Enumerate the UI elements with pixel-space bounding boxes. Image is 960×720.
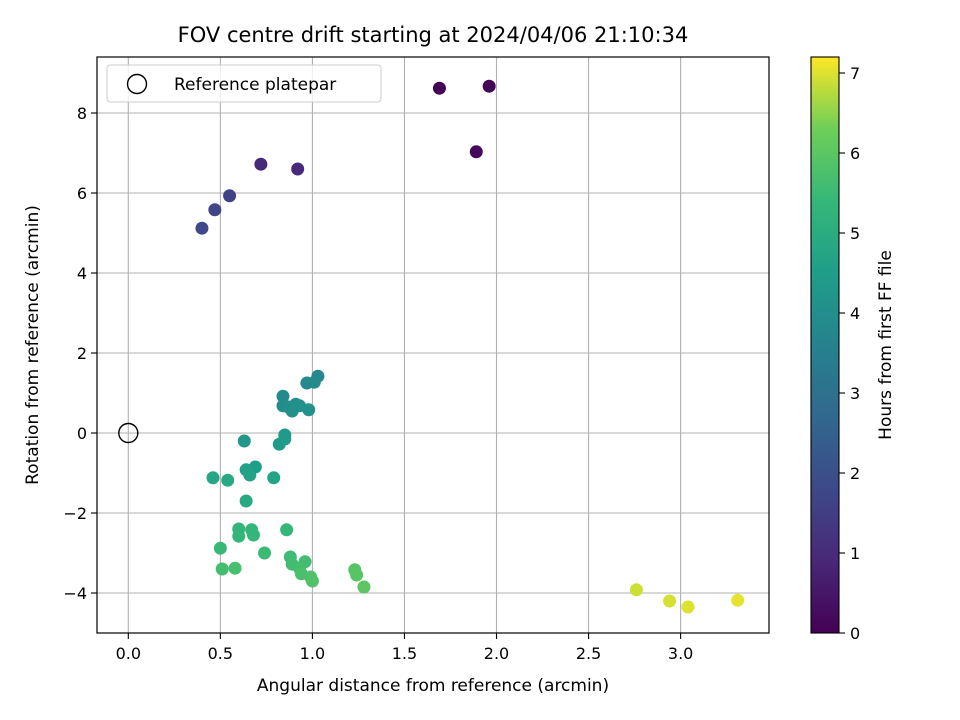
colorbar-label: Hours from first FF file: [876, 250, 896, 440]
scatter-point: [213, 541, 227, 555]
scatter-point: [272, 437, 286, 451]
scatter-point: [307, 375, 321, 389]
y-tick-label: 0: [77, 424, 87, 443]
x-tick-label: 2.0: [484, 644, 509, 663]
scatter-point: [221, 473, 235, 487]
x-tick-label: 3.0: [668, 644, 693, 663]
scatter-point: [291, 162, 305, 176]
plot-frame: [96, 56, 770, 634]
grid-lines: [97, 57, 769, 633]
scatter-point: [731, 593, 745, 607]
scatter-point: [663, 594, 677, 608]
scatter-point: [469, 145, 483, 159]
scatter-point: [280, 523, 294, 537]
x-axis-ticks: 0.0 0.5 1.0 1.5 2.0 2.5 3.0: [116, 633, 693, 663]
colorbar-tick-label: 1: [850, 544, 860, 563]
scatter-point: [681, 600, 695, 614]
scatter-point: [223, 189, 237, 203]
x-tick-label: 1.0: [300, 644, 325, 663]
x-axis-label: Angular distance from reference (arcmin): [257, 676, 609, 696]
legend-label-reference-platepar: Reference platepar: [174, 75, 336, 95]
scatter-point: [195, 221, 209, 235]
scatter-points: [195, 79, 745, 614]
colorbar-ticks: 0 1 2 3 4 5 6 7: [839, 64, 860, 643]
colorbar-tick-label: 3: [850, 384, 860, 403]
y-tick-label: 6: [77, 184, 87, 203]
legend: Reference platepar: [106, 64, 382, 103]
colorbar-tick-label: 2: [850, 464, 860, 483]
y-axis-label: Rotation from reference (arcmin): [23, 205, 43, 485]
scatter-point: [482, 79, 496, 93]
scatter-point: [302, 403, 316, 417]
colorbar-frame: [810, 56, 840, 634]
scatter-point: [350, 568, 364, 582]
scatter-point: [357, 580, 371, 594]
colorbar-tick-label: 5: [850, 224, 860, 243]
colorbar: 0 1 2 3 4 5 6 7 Hours from first FF file: [810, 56, 896, 643]
reference-platepar-point: [118, 422, 139, 444]
scatter-point: [232, 529, 246, 543]
x-tick-label: 0.5: [208, 644, 233, 663]
x-tick-label: 1.5: [392, 644, 417, 663]
scatter-point: [432, 81, 446, 95]
y-axis-ticks: −4 −2 0 2 4 6 8: [63, 104, 97, 603]
y-tick-label: −2: [63, 504, 87, 523]
scatter-point: [254, 157, 268, 171]
y-tick-label: 8: [77, 104, 87, 123]
scatter-point: [239, 494, 253, 508]
scatter-point: [206, 471, 220, 485]
scatter-point: [267, 471, 281, 485]
y-tick-label: 4: [77, 264, 87, 283]
scatter-point: [215, 562, 229, 576]
legend-box: [106, 64, 382, 103]
colorbar-tick-label: 6: [850, 144, 860, 163]
colorbar-tick-label: 4: [850, 304, 860, 323]
x-tick-label: 2.5: [576, 644, 601, 663]
scatter-point: [246, 528, 260, 542]
chart-title: FOV centre drift starting at 2024/04/06 …: [178, 23, 689, 47]
x-tick-label: 0.0: [116, 644, 141, 663]
colorbar-tick-label: 7: [850, 64, 860, 83]
y-tick-label: 2: [77, 344, 87, 363]
colorbar-tick-label: 0: [850, 624, 860, 643]
scatter-point: [208, 203, 222, 217]
scatter-point: [629, 583, 643, 597]
scatter-point: [243, 468, 257, 482]
scatter-point: [258, 546, 272, 560]
scatter-point: [305, 574, 319, 588]
scatter-point: [276, 389, 290, 403]
colorbar-gradient: [811, 57, 839, 633]
y-tick-label: −4: [63, 584, 87, 603]
legend-marker-open-circle: [126, 73, 148, 95]
scatter-point: [237, 434, 251, 448]
scatter-point: [228, 561, 242, 575]
reference-marker: [118, 422, 139, 444]
